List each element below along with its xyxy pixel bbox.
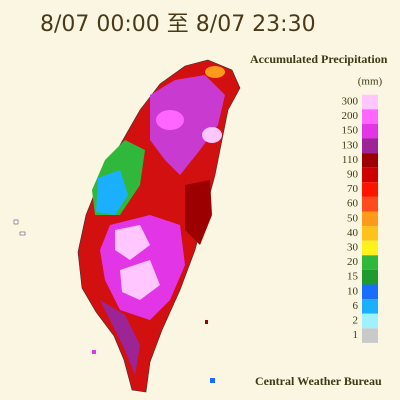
region bbox=[156, 110, 184, 130]
legend-swatch bbox=[362, 299, 378, 314]
legend-swatch bbox=[362, 255, 378, 270]
region bbox=[205, 66, 225, 78]
region bbox=[100, 300, 140, 375]
legend-label: 130 bbox=[342, 139, 359, 151]
legend-swatch bbox=[362, 109, 378, 124]
legend-swatch bbox=[362, 284, 378, 300]
islet bbox=[205, 320, 208, 324]
legend-label: 200 bbox=[342, 110, 359, 122]
legend-swatch bbox=[362, 138, 378, 154]
legend-label: 110 bbox=[342, 154, 359, 166]
legend-label: 40 bbox=[347, 227, 359, 239]
legend-swatch bbox=[362, 94, 378, 110]
legend-label: 70 bbox=[347, 183, 359, 195]
legend-label: 15 bbox=[347, 271, 359, 283]
legend-label: 20 bbox=[347, 256, 359, 268]
legend-label: 6 bbox=[353, 300, 359, 312]
legend-label: 90 bbox=[347, 169, 359, 181]
legend-label: 300 bbox=[342, 96, 359, 108]
legend-label: 10 bbox=[347, 285, 359, 297]
region bbox=[185, 180, 212, 245]
islet bbox=[92, 350, 96, 354]
region bbox=[120, 260, 160, 300]
legend-label: 2 bbox=[353, 315, 359, 327]
islet bbox=[13, 219, 19, 225]
legend-label: 50 bbox=[347, 212, 359, 224]
islet bbox=[210, 378, 215, 383]
legend-label: 30 bbox=[347, 242, 359, 254]
legend-swatch bbox=[362, 211, 378, 227]
legend-swatch bbox=[362, 226, 378, 241]
legend-swatch bbox=[362, 153, 378, 168]
legend-swatch bbox=[362, 313, 378, 329]
taiwan bbox=[13, 59, 241, 393]
legend-label: 150 bbox=[342, 125, 359, 137]
subtitle: Accumulated Precipitation bbox=[250, 52, 388, 66]
title: 8/07 00:00 至 8/07 23:30 bbox=[40, 12, 316, 37]
islet bbox=[19, 231, 26, 236]
legend-swatch bbox=[362, 182, 378, 197]
legend-swatch bbox=[362, 123, 378, 139]
legend-swatch bbox=[362, 269, 378, 285]
region bbox=[202, 127, 222, 143]
legend-label: 1 bbox=[353, 329, 359, 341]
region bbox=[115, 225, 150, 260]
unit: (mm) bbox=[358, 76, 383, 88]
credit: Central Weather Bureau bbox=[255, 374, 382, 388]
legend-swatch bbox=[362, 196, 378, 212]
region bbox=[96, 170, 128, 215]
legend-swatch bbox=[362, 240, 378, 256]
legend-swatch bbox=[362, 167, 378, 183]
legend-label: 60 bbox=[347, 198, 359, 210]
legend-swatch bbox=[362, 328, 378, 343]
region bbox=[150, 75, 225, 175]
